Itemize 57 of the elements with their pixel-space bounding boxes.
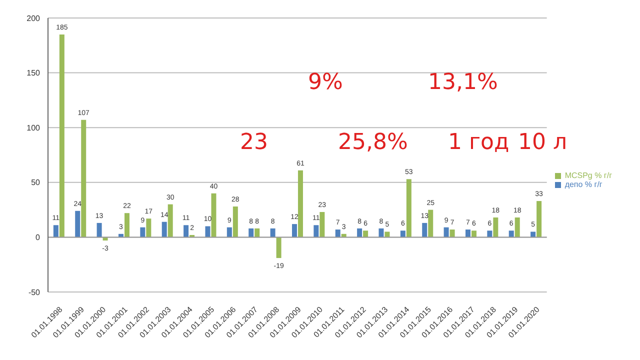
bar	[444, 227, 449, 238]
annotation: 25,8%	[338, 130, 408, 155]
annotation: 13,1%	[428, 70, 498, 95]
bar	[530, 232, 536, 238]
bar	[168, 204, 173, 238]
bar	[450, 230, 455, 238]
annotation: 10 л	[518, 130, 568, 155]
bar	[384, 232, 390, 238]
y-tick-label: 200	[26, 14, 41, 23]
legend-label: MCSPg % г/г	[564, 171, 612, 180]
bar	[493, 217, 498, 238]
bar	[232, 206, 238, 238]
bar	[184, 225, 189, 238]
bar	[508, 230, 514, 238]
bar	[400, 230, 406, 238]
y-tick-label: 100	[26, 123, 41, 132]
bar	[314, 225, 319, 238]
bar	[254, 228, 260, 238]
bar	[335, 230, 340, 238]
annotation: 23	[240, 130, 268, 155]
bar	[81, 120, 86, 238]
bar	[205, 226, 210, 238]
bar	[146, 218, 152, 238]
bar	[320, 212, 325, 238]
bar	[357, 228, 362, 238]
y-tick-label: -50	[28, 288, 41, 297]
bar	[140, 227, 146, 238]
y-tick-label: 50	[31, 178, 41, 188]
bar	[471, 230, 476, 238]
bar	[363, 230, 368, 238]
bar	[102, 237, 108, 240]
legend-label: депо % г/г	[564, 180, 602, 189]
bar	[248, 228, 254, 238]
bar	[124, 213, 130, 238]
bar	[487, 230, 492, 238]
bar	[59, 34, 64, 238]
bar	[211, 193, 216, 238]
bar	[428, 210, 434, 238]
bar	[406, 179, 412, 238]
bar	[378, 228, 384, 238]
bar	[226, 227, 232, 238]
bar	[53, 225, 58, 238]
bar	[292, 224, 297, 238]
y-tick-label: 0	[36, 233, 41, 242]
bar	[276, 237, 282, 258]
y-tick-label: 150	[26, 68, 41, 78]
bar	[75, 210, 80, 238]
bar	[298, 170, 303, 238]
annotation: 1 год	[448, 130, 510, 155]
bar	[536, 201, 542, 238]
bar	[514, 217, 520, 238]
bar	[96, 222, 102, 238]
bar	[270, 228, 276, 238]
annotation: 9%	[308, 70, 343, 95]
bar	[162, 222, 167, 238]
bar	[422, 222, 428, 238]
bar	[465, 230, 470, 238]
